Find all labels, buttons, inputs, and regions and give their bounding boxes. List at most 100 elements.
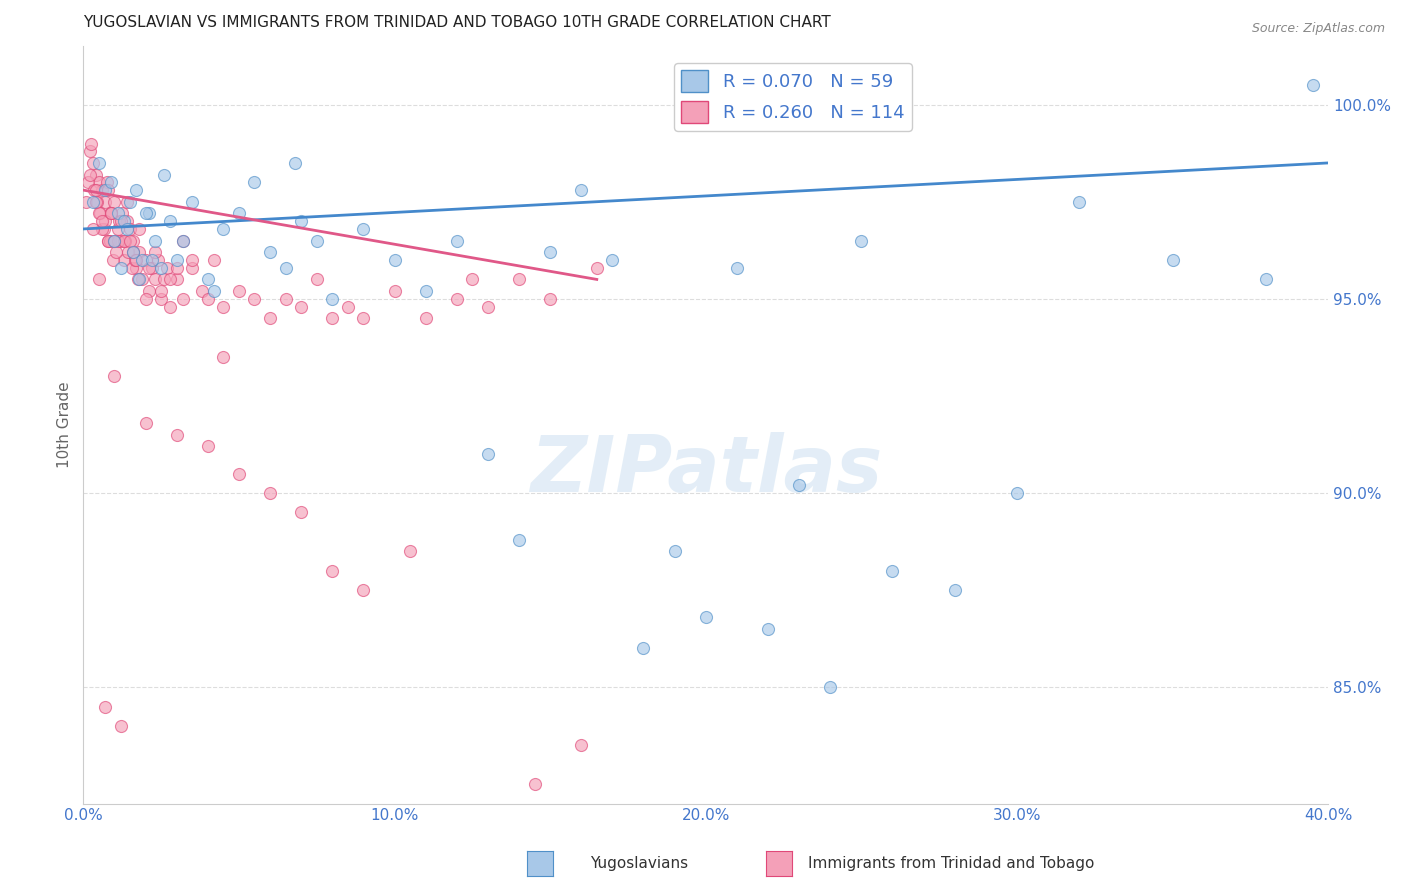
Point <box>181 252 204 267</box>
Point <box>159 272 181 286</box>
Point <box>100 206 122 220</box>
Point <box>122 245 145 260</box>
Point <box>128 245 150 260</box>
Point <box>124 252 146 267</box>
Point <box>166 252 188 267</box>
Point <box>336 300 359 314</box>
Point <box>1254 272 1277 286</box>
Point <box>122 234 145 248</box>
Point <box>290 300 312 314</box>
Point <box>1161 252 1184 267</box>
Point <box>851 234 873 248</box>
Point <box>112 252 135 267</box>
Point <box>305 234 328 248</box>
Point <box>125 183 148 197</box>
Point <box>321 292 343 306</box>
Point <box>146 252 169 267</box>
Point <box>384 252 406 267</box>
Point <box>110 234 132 248</box>
Point <box>117 245 139 260</box>
Point <box>228 284 250 298</box>
Point <box>384 284 406 298</box>
Point <box>150 292 173 306</box>
Point <box>181 194 204 209</box>
Point <box>111 206 134 220</box>
Point <box>150 284 173 298</box>
Point <box>104 245 127 260</box>
Point <box>150 260 173 275</box>
Point <box>118 194 141 209</box>
Point <box>664 544 686 558</box>
Point <box>190 284 212 298</box>
Point <box>131 272 153 286</box>
Point <box>477 300 499 314</box>
Point <box>91 183 114 197</box>
Point <box>135 252 157 267</box>
Point <box>197 292 219 306</box>
Point <box>197 272 219 286</box>
Point <box>1005 486 1028 500</box>
Point <box>166 260 188 275</box>
Text: YUGOSLAVIAN VS IMMIGRANTS FROM TRINIDAD AND TOBAGO 10TH GRADE CORRELATION CHART: YUGOSLAVIAN VS IMMIGRANTS FROM TRINIDAD … <box>83 15 831 30</box>
Point <box>321 311 343 326</box>
Point <box>321 564 343 578</box>
Point <box>181 260 204 275</box>
Point <box>103 234 125 248</box>
Point <box>125 252 148 267</box>
Point <box>602 252 624 267</box>
Point <box>141 252 163 267</box>
Point <box>79 145 101 159</box>
Point <box>166 272 188 286</box>
Point <box>107 206 129 220</box>
Point <box>523 777 546 791</box>
Point <box>259 245 281 260</box>
Point <box>135 206 157 220</box>
Point <box>274 260 297 275</box>
Point <box>172 292 194 306</box>
Point <box>212 300 235 314</box>
Point <box>159 214 181 228</box>
Point <box>128 272 150 286</box>
Point <box>89 206 111 220</box>
Point <box>100 206 122 220</box>
Point <box>87 156 110 170</box>
Point <box>508 272 530 286</box>
Point <box>259 311 281 326</box>
Point <box>135 292 157 306</box>
Point <box>138 206 160 220</box>
Point <box>115 214 138 228</box>
Point <box>97 234 120 248</box>
Point <box>115 222 138 236</box>
Point <box>82 222 104 236</box>
Point <box>82 194 104 209</box>
Point <box>202 284 225 298</box>
Point <box>725 260 748 275</box>
Point <box>143 234 166 248</box>
Point <box>101 252 124 267</box>
Point <box>787 478 810 492</box>
Point <box>172 234 194 248</box>
Point <box>84 183 107 197</box>
Point <box>141 260 163 275</box>
Point <box>97 234 120 248</box>
Point <box>228 206 250 220</box>
Point <box>446 292 468 306</box>
Point <box>107 234 129 248</box>
Point <box>135 416 157 430</box>
Point <box>114 234 136 248</box>
Point <box>274 292 297 306</box>
Point <box>100 206 122 220</box>
Point <box>446 234 468 248</box>
Point <box>415 311 437 326</box>
Point <box>352 582 374 597</box>
Point <box>75 194 97 209</box>
Point <box>212 350 235 364</box>
Point <box>125 260 148 275</box>
Legend: R = 0.070   N = 59, R = 0.260   N = 114: R = 0.070 N = 59, R = 0.260 N = 114 <box>673 63 911 130</box>
Point <box>110 260 132 275</box>
Point <box>352 311 374 326</box>
Point <box>110 719 132 733</box>
Point <box>284 156 307 170</box>
Point <box>108 214 131 228</box>
Point <box>91 222 114 236</box>
